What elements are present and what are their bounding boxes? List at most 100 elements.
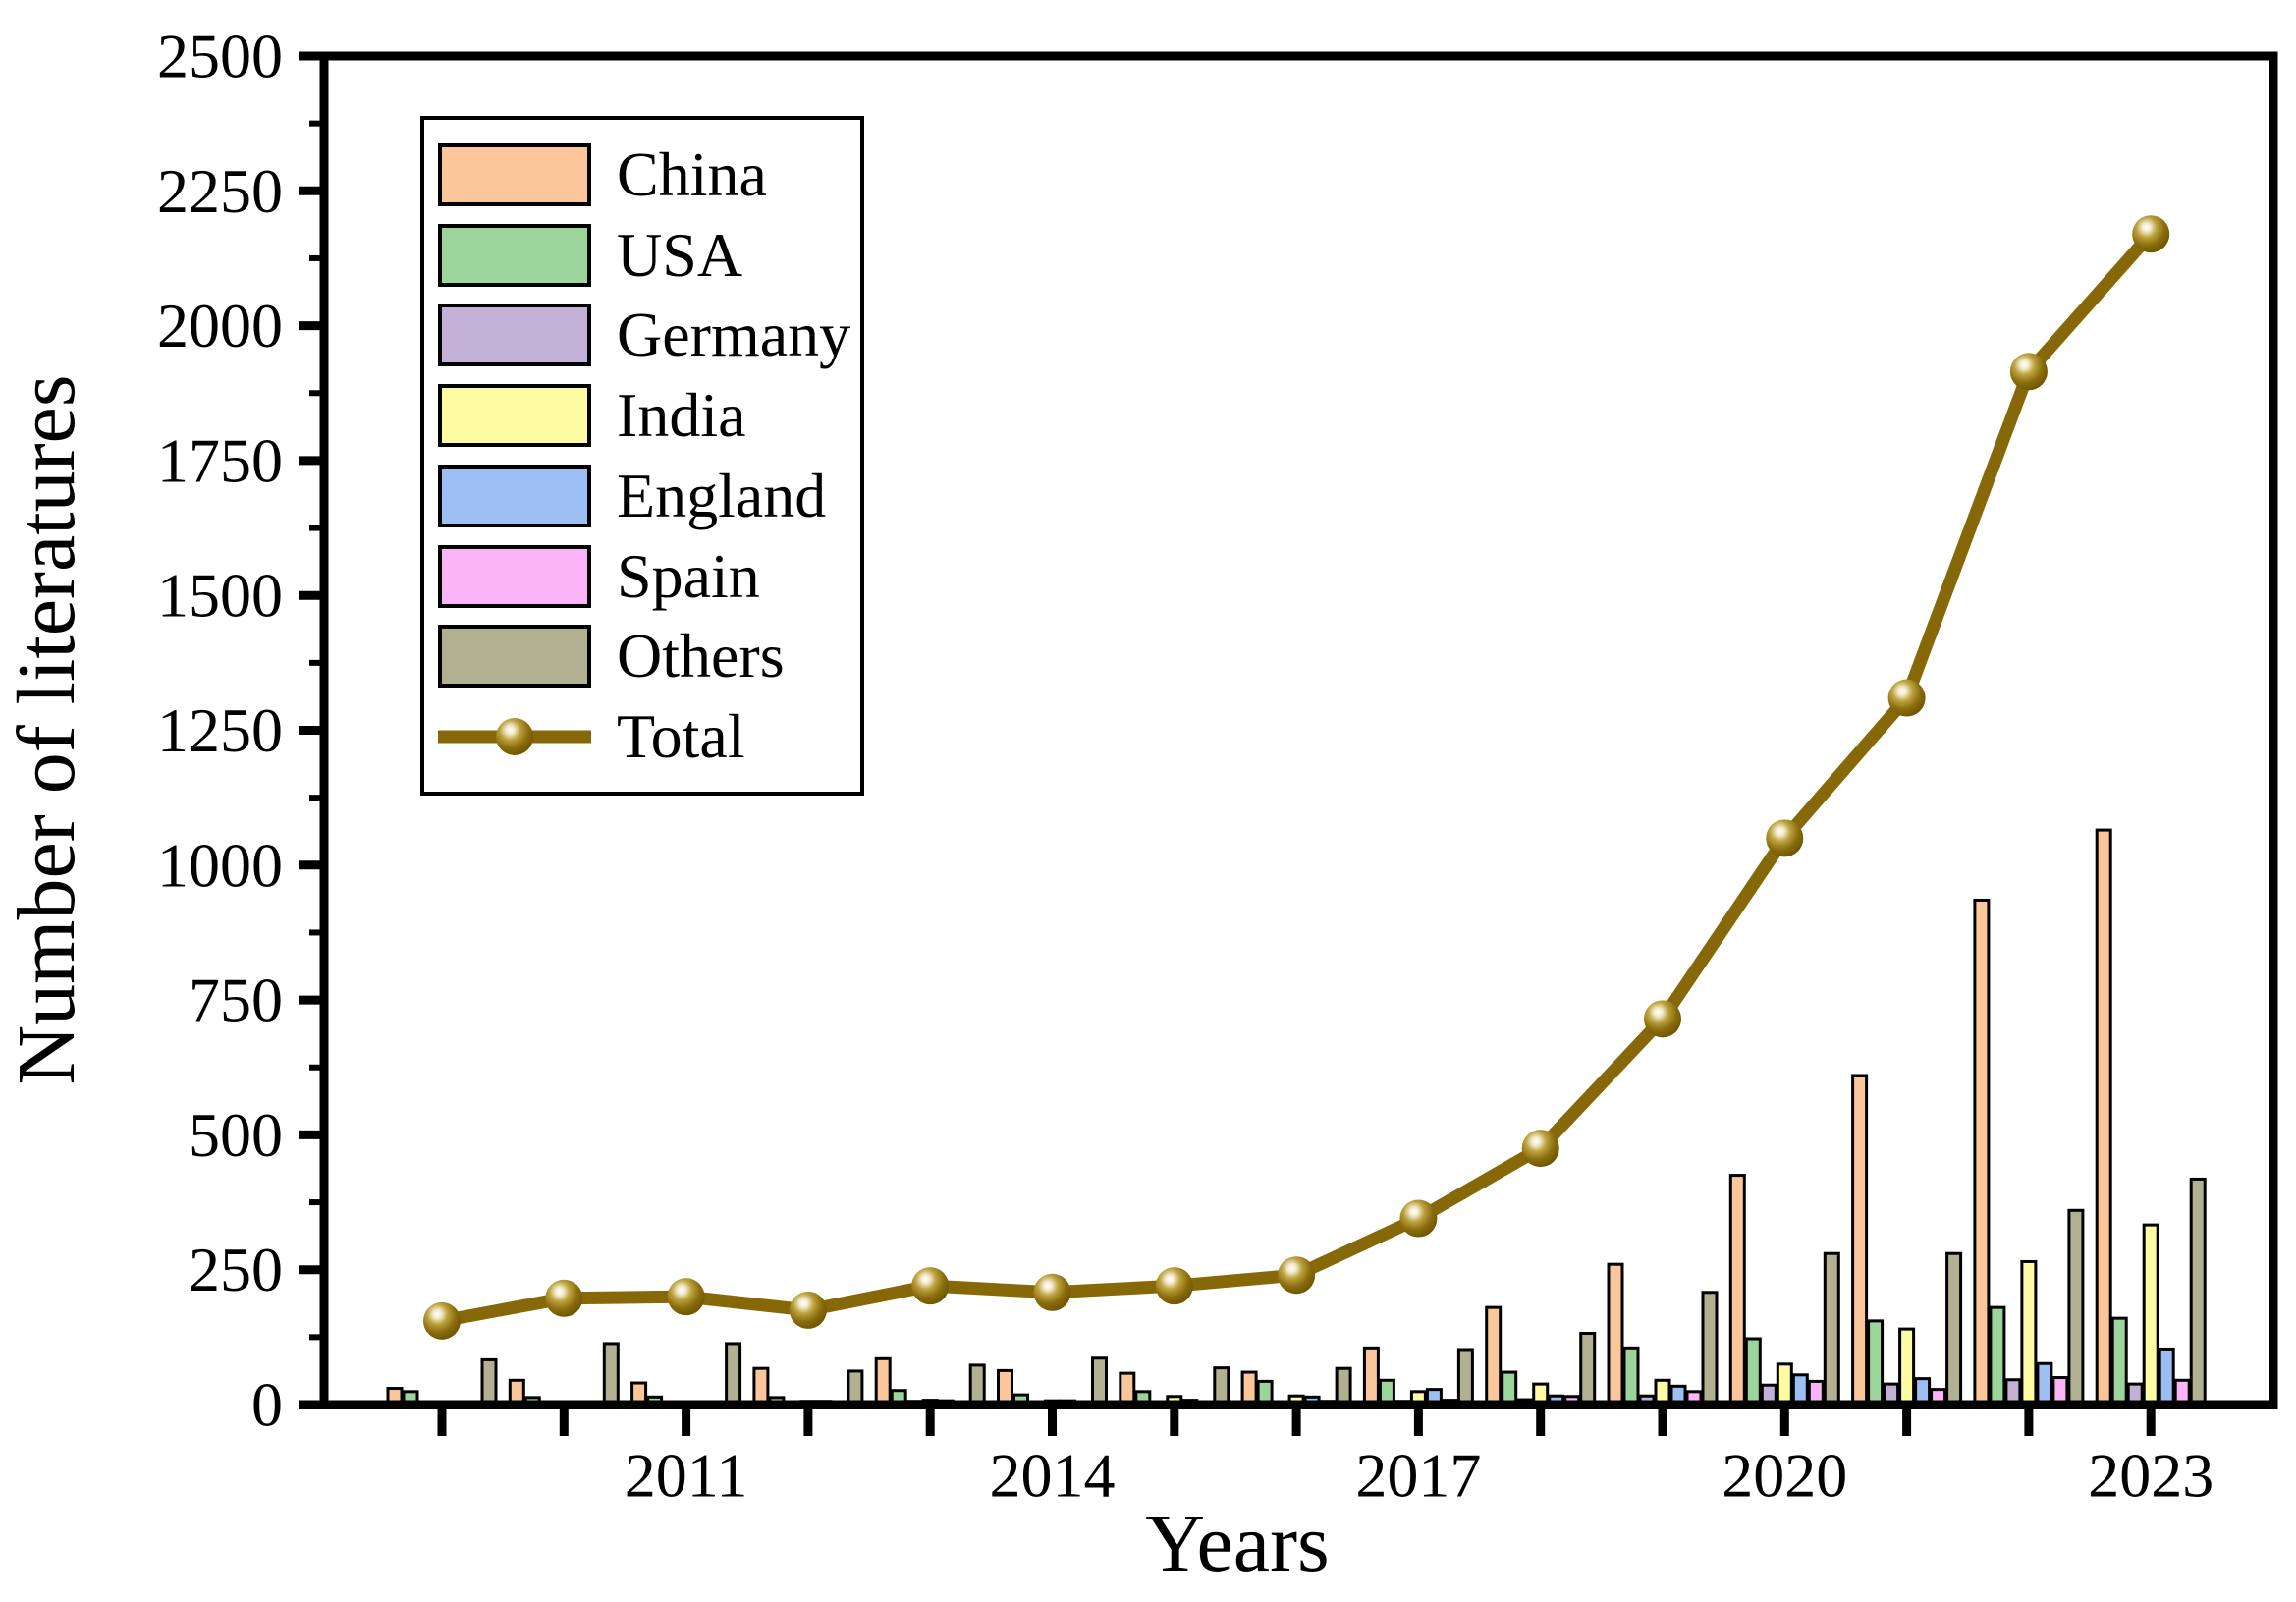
- legend-item-germany: Germany: [438, 300, 854, 370]
- bar-others-2019: [1701, 1291, 1719, 1407]
- legend-item-india: India: [438, 380, 854, 451]
- bar-england-2020: [1791, 1373, 1809, 1407]
- bar-china-2016: [1240, 1370, 1258, 1407]
- total-marker-2013: [911, 1267, 950, 1305]
- total-marker-2016: [1278, 1256, 1316, 1295]
- bar-india-2020: [1776, 1362, 1793, 1407]
- y-tick-label: 250: [189, 1235, 283, 1304]
- y-tick-label: 1500: [157, 561, 283, 631]
- bar-china-2015: [1119, 1371, 1136, 1407]
- bar-england-2023: [2158, 1347, 2175, 1407]
- x-tick-label: 2014: [990, 1441, 1116, 1511]
- y-tick-label: 2000: [157, 291, 283, 360]
- total-marker-2017: [1399, 1199, 1438, 1238]
- total-marker-2023: [2132, 215, 2170, 253]
- legend-swatch-others: [438, 625, 591, 689]
- legend-swatch-india: [438, 384, 591, 448]
- bar-others-2022: [2067, 1208, 2085, 1407]
- x-tick-label: 2020: [1722, 1441, 1847, 1511]
- bar-others-2020: [1823, 1251, 1840, 1407]
- legend-item-others: Others: [438, 621, 854, 691]
- legend: China USA Germany India England Spain Others To…: [420, 116, 864, 796]
- y-tick-label: 1750: [157, 425, 283, 495]
- bar-others-2018: [1579, 1332, 1597, 1407]
- total-marker-2011: [667, 1278, 705, 1316]
- legend-label-england: England: [617, 460, 827, 530]
- bar-india-2023: [2142, 1223, 2159, 1407]
- bar-china-2023: [2095, 828, 2112, 1407]
- bar-china-2013: [874, 1356, 892, 1407]
- y-tick-label: 500: [189, 1100, 283, 1170]
- y-tick-label: 1000: [157, 830, 283, 900]
- bar-china-2020: [1728, 1174, 1746, 1407]
- legend-item-usa: USA: [438, 219, 854, 290]
- legend-label-others: Others: [617, 621, 785, 691]
- bar-others-2010: [602, 1342, 620, 1407]
- bar-others-2021: [1945, 1251, 1963, 1407]
- legend-item-england: England: [438, 460, 854, 530]
- bar-usa-2019: [1622, 1346, 1640, 1407]
- bar-usa-2020: [1744, 1337, 1762, 1407]
- bar-others-2013: [968, 1363, 986, 1407]
- y-tick-label: 2500: [157, 22, 283, 91]
- legend-label-india: India: [617, 380, 746, 451]
- legend-line-sample-total: [438, 705, 591, 768]
- x-tick-label: 2017: [1355, 1441, 1481, 1511]
- total-marker-2020: [1766, 819, 1804, 857]
- bar-china-2022: [1973, 898, 1991, 1407]
- bar-india-2022: [2020, 1259, 2038, 1407]
- total-marker-2019: [1644, 1000, 1681, 1038]
- bar-china-2021: [1851, 1074, 1869, 1407]
- total-marker-2009: [423, 1301, 461, 1340]
- bar-india-2021: [1898, 1327, 1916, 1407]
- total-marker-2010: [545, 1279, 583, 1317]
- y-tick-label: 0: [251, 1370, 283, 1440]
- bar-china-2012: [752, 1366, 770, 1407]
- total-marker-2015: [1155, 1267, 1193, 1305]
- legend-item-spain: Spain: [438, 540, 854, 611]
- bar-usa-2023: [2110, 1316, 2128, 1407]
- bar-china-2019: [1607, 1262, 1624, 1407]
- legend-label-total: Total: [617, 701, 745, 772]
- y-tick-label: 750: [189, 966, 283, 1035]
- legend-item-total: Total: [438, 705, 854, 768]
- total-marker-2012: [789, 1291, 827, 1329]
- legend-label-china: China: [617, 138, 767, 209]
- x-tick-label: 2023: [2088, 1441, 2214, 1511]
- legend-swatch-usa: [438, 223, 591, 287]
- bar-england-2022: [2036, 1361, 2053, 1407]
- bar-others-2015: [1213, 1366, 1230, 1407]
- total-marker-2021: [1887, 679, 1926, 717]
- x-axis-title: Years: [1145, 1498, 1330, 1589]
- bar-others-2012: [847, 1369, 864, 1407]
- bar-others-2023: [2189, 1177, 2207, 1407]
- x-tick-label: 2011: [625, 1441, 748, 1511]
- legend-label-spain: Spain: [617, 540, 760, 611]
- bar-usa-2018: [1501, 1370, 1518, 1407]
- bar-china-2014: [997, 1368, 1013, 1407]
- legend-label-usa: USA: [617, 219, 743, 290]
- total-marker-2022: [2009, 353, 2048, 391]
- bar-others-2011: [725, 1342, 742, 1407]
- total-marker-2014: [1033, 1273, 1071, 1311]
- bar-others-2009: [480, 1357, 498, 1407]
- total-marker-2018: [1521, 1130, 1559, 1168]
- bar-usa-2021: [1867, 1319, 1885, 1407]
- y-axis-title: Number of literatures: [1, 374, 92, 1085]
- bar-others-2017: [1456, 1348, 1474, 1407]
- bar-china-2018: [1485, 1305, 1503, 1407]
- legend-swatch-china: [438, 142, 591, 206]
- legend-label-germany: Germany: [617, 300, 851, 370]
- plot-border: [319, 51, 2278, 1409]
- legend-swatch-spain: [438, 544, 591, 608]
- bar-others-2014: [1091, 1356, 1108, 1407]
- legend-item-china: China: [438, 138, 854, 209]
- bar-china-2017: [1362, 1346, 1380, 1407]
- bar-usa-2022: [1989, 1305, 2006, 1407]
- legend-swatch-england: [438, 464, 591, 527]
- legend-swatch-germany: [438, 304, 591, 367]
- y-tick-label: 1250: [157, 695, 283, 765]
- bar-others-2016: [1335, 1366, 1352, 1407]
